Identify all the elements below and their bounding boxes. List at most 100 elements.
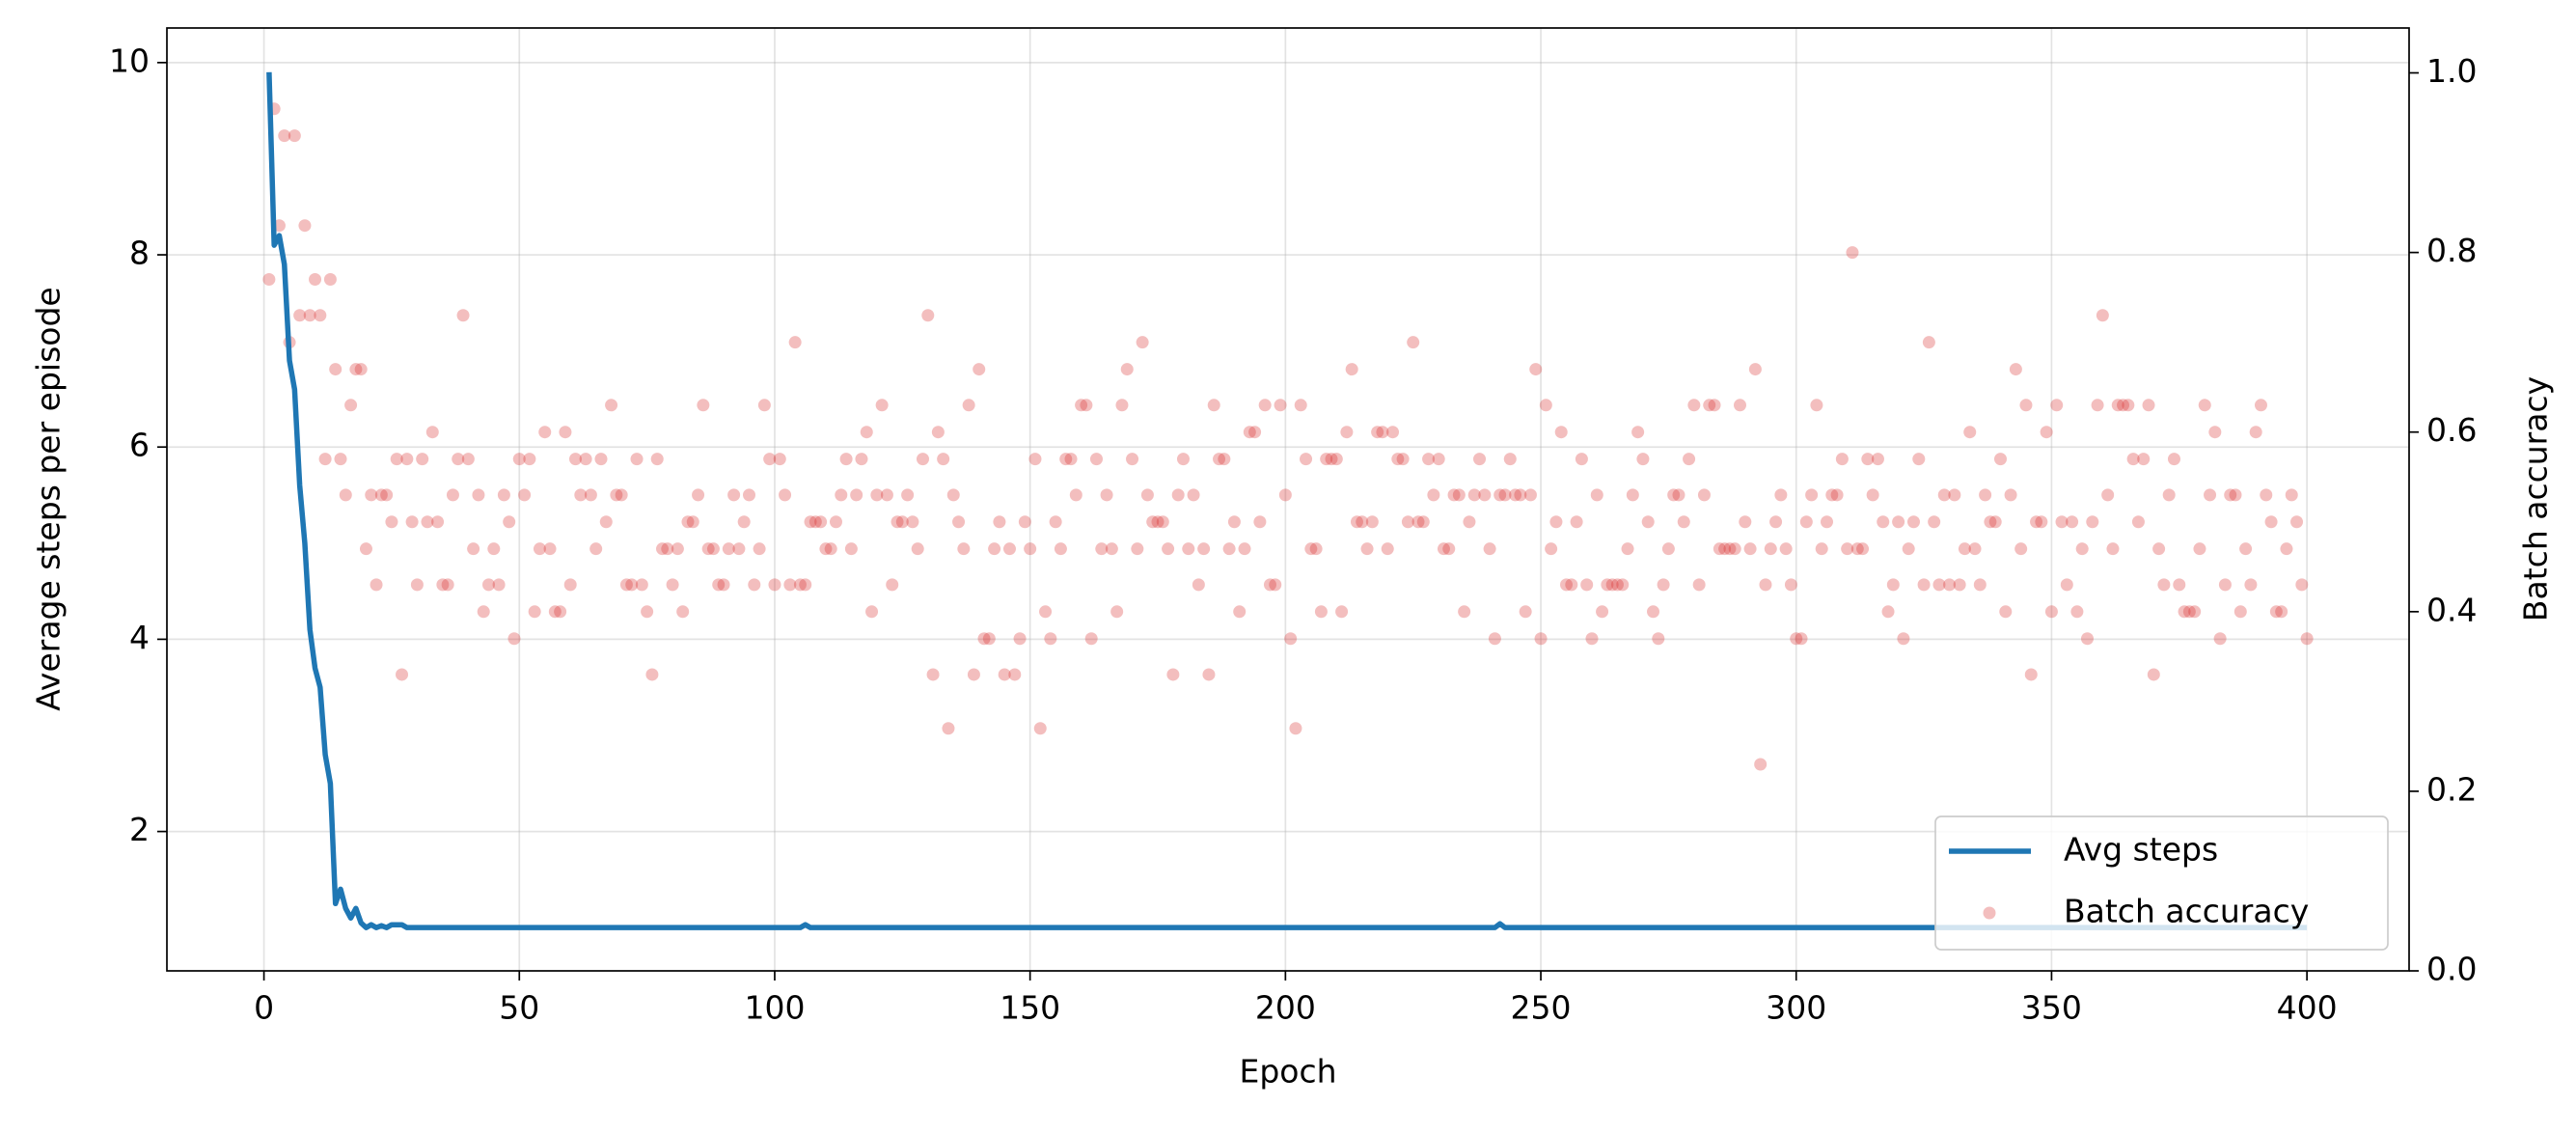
scatter-point [543,542,557,556]
scatter-point [329,363,343,376]
scatter-point [1657,578,1670,592]
scatter-point [2126,453,2140,466]
scatter-point [446,488,459,502]
scatter-point [1514,488,1527,502]
scatter-point [697,399,710,412]
scatter-point [701,542,715,556]
scatter-point [1647,605,1660,619]
scatter-point [625,578,639,592]
scatter-point [706,542,720,556]
scatter-point [2269,605,2283,619]
scatter-point [722,542,735,556]
scatter-point [1049,515,1062,529]
scatter-point [1024,542,1037,556]
scatter-point [1156,515,1169,529]
scatter-point [1162,542,1175,556]
scatter-point [1447,488,1461,502]
scatter-point [1176,453,1190,466]
scatter-point [844,542,858,556]
scatter-point [768,578,781,592]
scatter-point [1928,515,1941,529]
scatter-point [1427,488,1440,502]
scatter-point [303,309,316,322]
scatter-point [1877,515,1890,529]
scatter-point [1973,578,1987,592]
scatter-point [1054,542,1067,556]
scatter-point [1126,453,1139,466]
scatter-point [441,578,454,592]
scatter-point [323,273,337,287]
scatter-point [921,309,935,322]
scatter-point [1171,488,1185,502]
scatter-point [2024,668,2038,681]
scatter-point [1697,488,1711,502]
scatter-point [1115,399,1129,412]
scatter-point [1968,542,1982,556]
scatter-point [467,542,480,556]
scatter-point [1825,488,1839,502]
scatter-point [1044,632,1057,646]
scatter-point [748,578,761,592]
scatter-point [1790,632,1803,646]
scatter-point [1340,426,1354,439]
scatter-point [1105,542,1118,556]
scatter-point [1984,515,1997,529]
scatter-point [1238,542,1251,556]
scatter-point [1626,488,1639,502]
scatter-point [1008,668,1022,681]
scatter-point [1815,542,1828,556]
scatter-point [1140,488,1154,502]
scatter-point [763,453,777,466]
scatter-point [1166,668,1180,681]
scatter-point [1605,578,1619,592]
scatter-point [1519,605,1532,619]
scatter-point [1391,453,1405,466]
scatter-point [1197,542,1211,556]
scatter-point [554,605,567,619]
scatter-point [2014,542,2028,556]
scatter-point [318,453,332,466]
plot-area [262,71,2314,930]
y-tick-label: 10 [109,41,150,79]
scatter-point [288,129,301,143]
scatter-point [855,453,868,466]
scatter-point [2070,605,2084,619]
scatter-point [742,488,755,502]
y2-tick-label: 1.0 [2426,52,2477,90]
scatter-point [431,515,445,529]
scatter-point [1300,453,1313,466]
scatter-point [977,632,991,646]
scatter-point [354,363,368,376]
scatter-point [1580,578,1594,592]
scatter-point [1233,605,1247,619]
scatter-point [1253,515,1267,529]
scatter-point [1416,515,1430,529]
scatter-point [1309,542,1323,556]
plot-frame [166,27,2410,972]
scatter-point [2101,488,2115,502]
scatter-point [988,542,1001,556]
scatter-point [1289,722,1302,735]
scatter-point [2264,515,2278,529]
scatter-point [1861,453,1875,466]
scatter-point [1269,578,1282,592]
scatter-point [1759,578,1772,592]
scatter-point [1146,515,1160,529]
scatter-point [1784,578,1797,592]
x-tick-label: 350 [2021,989,2082,1027]
scatter-point [1993,453,2007,466]
scatter-point [1463,515,1476,529]
scatter-point [461,453,475,466]
scatter-point [1902,542,1915,556]
scatter-point [1263,578,1276,592]
x-tick-label: 150 [1000,989,1060,1027]
scatter-point [1764,542,1777,556]
scatter-point [1386,426,1400,439]
scatter-point [1871,453,1884,466]
scatter-point [1943,578,1957,592]
y-axis-label: Average steps per episode [30,287,68,710]
scatter-point [1018,515,1031,529]
scatter-point [967,668,980,681]
scatter-point [2198,399,2211,412]
scatter-point [370,578,383,592]
